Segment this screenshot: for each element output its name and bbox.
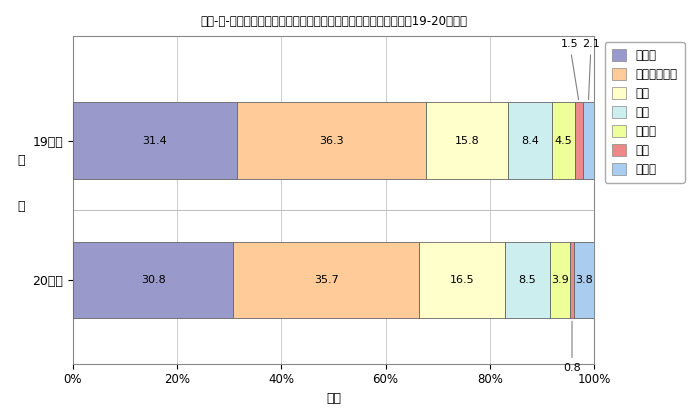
Bar (73, 242, 233, 318)
Bar (426, 102, 508, 179)
Text: 0.8: 0.8 (563, 321, 581, 373)
Bar (583, 102, 594, 179)
Legend: 正社員, アルバイト等, 無職, 主婦, 自営業, 学生, その他: 正社員, アルバイト等, 無職, 主婦, 自営業, 学生, その他 (605, 42, 685, 183)
Bar (570, 242, 574, 318)
Bar (73, 102, 237, 179)
Bar (237, 102, 426, 179)
Text: 35.7: 35.7 (314, 275, 339, 285)
Bar (550, 242, 570, 318)
Bar (505, 242, 550, 318)
Text: 度: 度 (18, 200, 24, 213)
Bar (508, 102, 552, 179)
Bar (419, 242, 505, 318)
Text: 2.1: 2.1 (582, 39, 600, 100)
Text: 4.5: 4.5 (554, 136, 573, 146)
Text: 15.8: 15.8 (454, 136, 480, 146)
X-axis label: 割合: 割合 (326, 392, 341, 405)
Text: 31.4: 31.4 (142, 136, 167, 146)
Text: 3.9: 3.9 (551, 275, 568, 285)
Text: 16.5: 16.5 (450, 275, 475, 285)
Bar (233, 242, 419, 318)
Text: 年: 年 (18, 154, 24, 167)
Text: 8.5: 8.5 (519, 275, 536, 285)
Bar (552, 102, 575, 179)
Text: 3.8: 3.8 (575, 275, 593, 285)
Bar (575, 102, 583, 179)
Bar (574, 242, 594, 318)
Title: 図２-１-５　職業と性別との関係（男女計）（延滞６ヶ月以上）（19-20年度）: 図２-１-５ 職業と性別との関係（男女計）（延滞６ヶ月以上）（19-20年度） (200, 15, 467, 28)
Text: 1.5: 1.5 (561, 39, 579, 100)
Text: 36.3: 36.3 (318, 136, 344, 146)
Text: 30.8: 30.8 (141, 275, 166, 285)
Text: 8.4: 8.4 (521, 136, 539, 146)
